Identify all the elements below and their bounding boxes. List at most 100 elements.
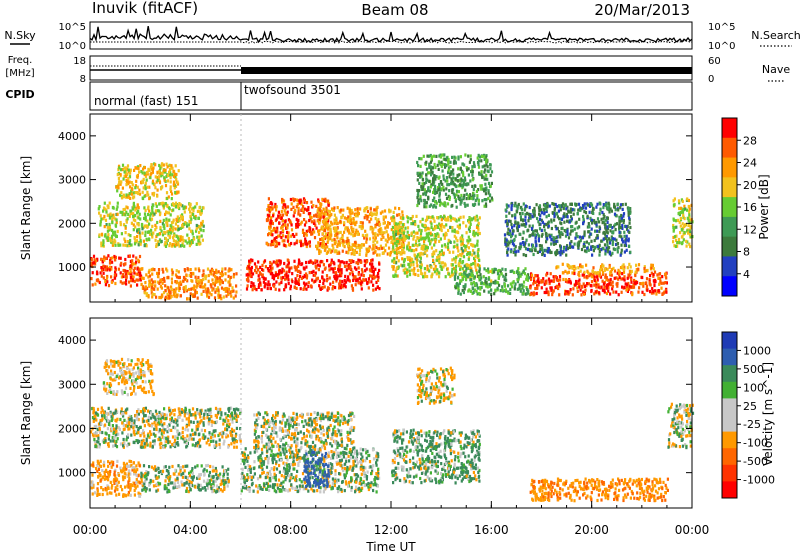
data-cell bbox=[551, 290, 554, 294]
data-cell bbox=[129, 209, 132, 213]
data-cell bbox=[659, 280, 662, 284]
data-cell bbox=[201, 219, 204, 224]
data-cell bbox=[604, 252, 607, 256]
data-cell bbox=[176, 215, 179, 219]
data-cell bbox=[132, 218, 135, 222]
data-cell bbox=[496, 281, 500, 285]
data-cell bbox=[136, 235, 139, 239]
data-cell bbox=[457, 254, 460, 258]
data-cell bbox=[179, 239, 182, 243]
data-cell bbox=[550, 242, 553, 246]
data-cell bbox=[324, 212, 327, 216]
data-cell bbox=[481, 165, 484, 169]
data-cell bbox=[282, 203, 285, 207]
data-cell bbox=[467, 263, 470, 267]
data-cell bbox=[195, 227, 198, 231]
data-cell bbox=[364, 234, 367, 238]
data-cell bbox=[297, 199, 300, 203]
data-cell bbox=[142, 167, 145, 171]
data-cell bbox=[452, 176, 455, 180]
data-cell bbox=[296, 281, 300, 285]
data-cell bbox=[543, 253, 546, 257]
data-cell bbox=[288, 220, 292, 224]
data-cell bbox=[657, 289, 660, 293]
data-cell bbox=[115, 221, 118, 225]
data-cell bbox=[476, 197, 479, 201]
data-cell bbox=[499, 289, 502, 293]
data-cell bbox=[425, 180, 428, 184]
data-cell bbox=[136, 222, 139, 226]
data-cell bbox=[179, 203, 182, 207]
data-cell bbox=[448, 189, 451, 193]
data-cell bbox=[451, 203, 454, 208]
data-cell bbox=[487, 277, 490, 281]
data-cell bbox=[478, 269, 481, 274]
data-cell bbox=[160, 165, 163, 169]
data-cell bbox=[604, 273, 607, 277]
data-cell bbox=[302, 287, 305, 291]
data-cell bbox=[519, 206, 522, 210]
data-cell bbox=[443, 236, 446, 240]
data-cell bbox=[100, 266, 103, 270]
data-cell bbox=[471, 203, 475, 207]
data-cell bbox=[457, 167, 460, 171]
data-cell bbox=[398, 207, 401, 211]
data-cell bbox=[455, 205, 458, 209]
data-cell bbox=[269, 260, 272, 265]
data-cell bbox=[488, 194, 492, 198]
data-cell bbox=[412, 222, 415, 226]
data-cell bbox=[545, 273, 548, 277]
data-cell bbox=[419, 260, 422, 264]
data-cell bbox=[467, 251, 470, 256]
data-cell bbox=[570, 219, 573, 223]
data-cell bbox=[455, 255, 458, 259]
data-cell bbox=[250, 268, 253, 273]
data-cell bbox=[658, 282, 661, 286]
data-cell bbox=[139, 217, 142, 221]
data-cell bbox=[395, 240, 398, 244]
data-cell bbox=[332, 267, 335, 271]
data-cell bbox=[474, 198, 477, 202]
data-cell bbox=[100, 217, 103, 221]
data-cell bbox=[591, 209, 594, 213]
data-cell bbox=[547, 224, 550, 228]
data-cell bbox=[307, 206, 310, 210]
data-cell bbox=[512, 270, 516, 275]
data-cell bbox=[380, 237, 383, 241]
data-cell bbox=[327, 203, 330, 207]
data-cell bbox=[270, 216, 273, 220]
data-cell bbox=[108, 216, 111, 220]
data-cell bbox=[268, 283, 271, 287]
data-cell bbox=[570, 202, 573, 206]
data-cell bbox=[169, 228, 172, 232]
data-cell bbox=[151, 233, 154, 237]
data-cell bbox=[347, 229, 350, 233]
data-cell bbox=[130, 243, 133, 247]
data-cell bbox=[335, 227, 338, 231]
data-cell bbox=[480, 159, 483, 163]
data-cell bbox=[196, 235, 199, 239]
data-cell bbox=[284, 219, 287, 223]
data-cell bbox=[323, 285, 326, 289]
data-cell bbox=[151, 170, 154, 174]
data-cell bbox=[111, 217, 114, 221]
data-cell bbox=[305, 233, 308, 237]
data-cell bbox=[551, 211, 554, 215]
data-cell bbox=[103, 255, 106, 259]
data-cell bbox=[352, 274, 355, 279]
data-cell bbox=[459, 167, 462, 171]
data-cell bbox=[453, 195, 456, 199]
data-cell bbox=[688, 213, 691, 217]
data-cell bbox=[350, 260, 353, 264]
data-cell bbox=[344, 227, 347, 231]
data-cell bbox=[234, 294, 237, 298]
data-cell bbox=[322, 212, 325, 216]
data-cell bbox=[627, 213, 630, 218]
data-cell bbox=[127, 170, 130, 174]
data-cell bbox=[552, 275, 555, 279]
data-cell bbox=[264, 265, 267, 269]
data-cell bbox=[556, 251, 559, 255]
data-cell bbox=[506, 253, 509, 257]
data-cell bbox=[570, 217, 573, 221]
data-cell bbox=[459, 258, 462, 262]
